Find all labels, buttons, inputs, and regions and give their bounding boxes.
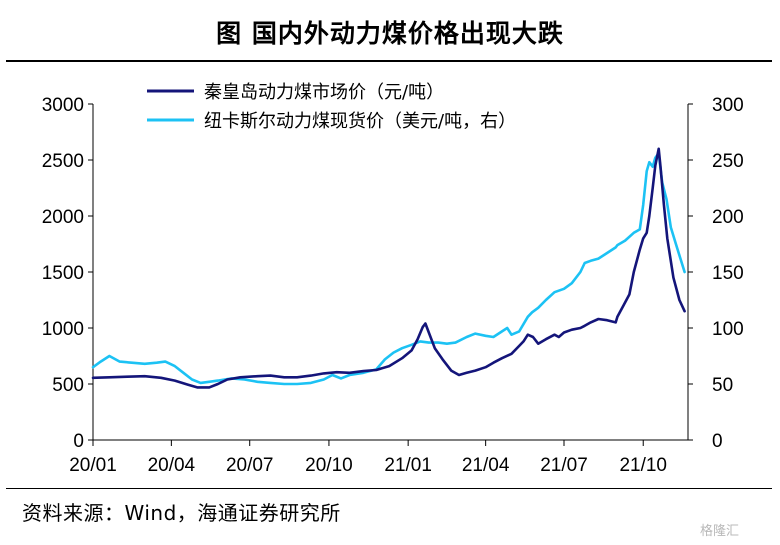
x-tick-label: 21/10 (619, 455, 667, 476)
source-note: 资料来源：Wind，海通证券研究所 (22, 501, 341, 525)
chart-title: 图 国内外动力煤价格出现大跌 (216, 19, 564, 48)
x-tick-label: 20/10 (305, 455, 353, 476)
watermark-logo: 格隆汇 (700, 524, 740, 539)
x-tick-label: 20/04 (148, 455, 196, 476)
left-tick-label: 2500 (42, 151, 84, 172)
legend: 秦皇岛动力煤市场价（元/吨） 纽卡斯尔动力煤现货价（美元/吨，右） (147, 82, 516, 132)
x-tick-label: 21/04 (462, 455, 510, 476)
right-tick-label: 250 (712, 151, 744, 172)
left-tick-label: 1000 (42, 319, 84, 340)
right-tick-label: 100 (712, 319, 744, 340)
title-rule (6, 60, 772, 62)
legend-label-newcastle: 纽卡斯尔动力煤现货价（美元/吨，右） (204, 111, 516, 132)
legend-label-qinhuangdao: 秦皇岛动力煤市场价（元/吨） (204, 82, 444, 103)
x-tick-label: 21/01 (384, 455, 432, 476)
right-tick-label: 200 (712, 207, 744, 228)
coal-price-line-chart: 0 500 1000 1500 2000 2500 3000 0 50 100 150 200 250 3… (42, 82, 744, 476)
left-tick-label: 2000 (42, 207, 84, 228)
axes: 0 500 1000 1500 2000 2500 3000 0 50 100 150 200 250 3… (42, 95, 744, 476)
x-tick-label: 20/07 (226, 455, 274, 476)
newcastle-price-line (91, 152, 686, 386)
x-tick-label: 21/07 (540, 455, 588, 476)
right-tick-label: 300 (712, 95, 744, 116)
x-tick-label: 20/01 (69, 455, 117, 476)
left-tick-label: 500 (52, 375, 84, 396)
left-tick-label: 1500 (42, 263, 84, 284)
right-tick-label: 150 (712, 263, 744, 284)
left-tick-label: 0 (73, 431, 84, 452)
right-tick-label: 0 (712, 431, 723, 452)
left-tick-label: 3000 (42, 95, 84, 116)
source-rule (6, 488, 772, 489)
right-tick-label: 50 (712, 375, 733, 396)
series-layer (91, 147, 686, 389)
qinhuangdao-price-line (91, 147, 686, 389)
